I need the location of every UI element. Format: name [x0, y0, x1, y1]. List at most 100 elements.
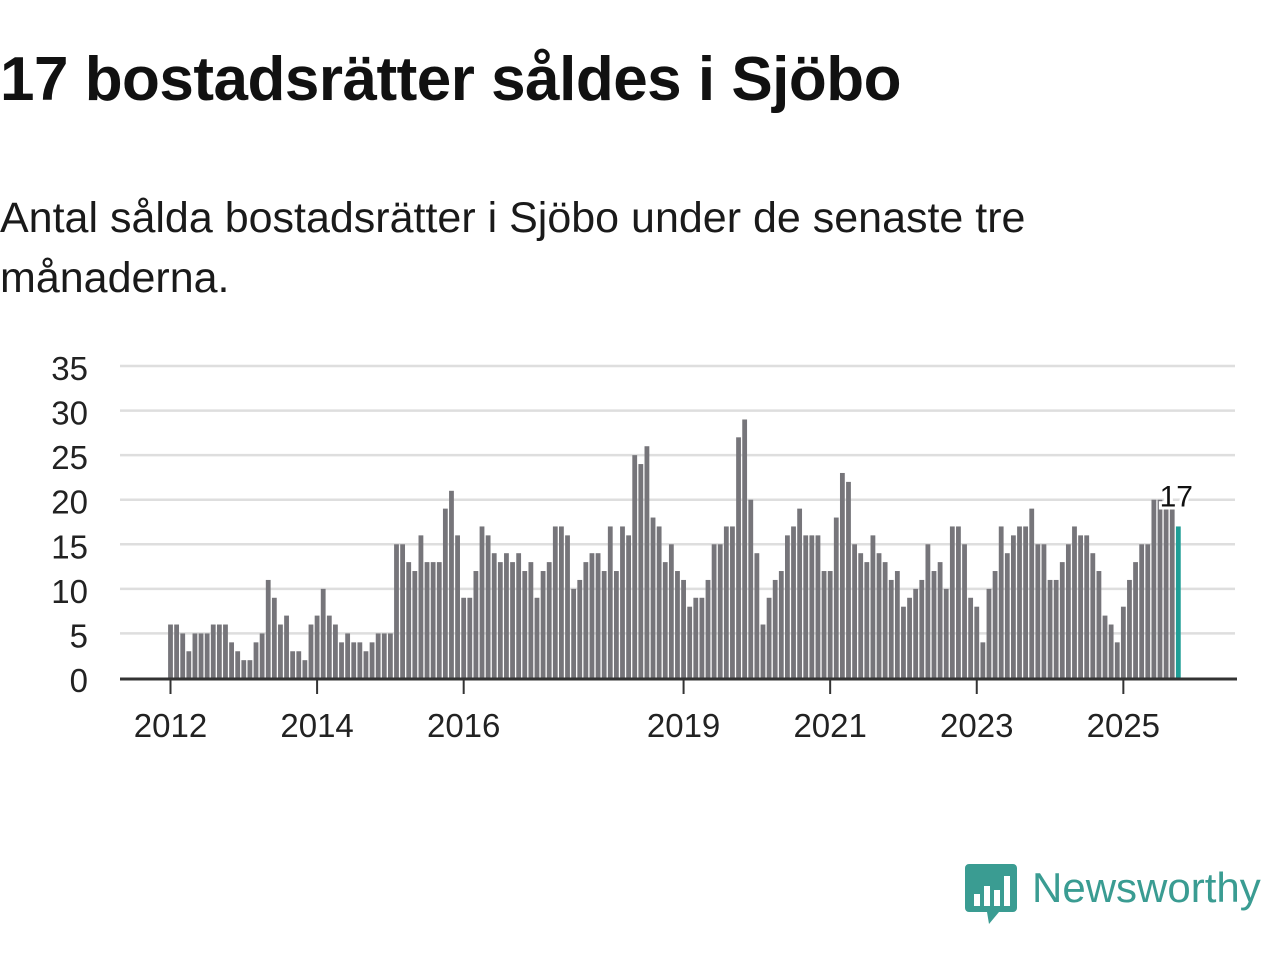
bar	[1096, 571, 1102, 678]
y-tick-label: 0	[70, 662, 88, 699]
bar	[241, 660, 247, 678]
bar	[791, 526, 796, 678]
bar	[998, 526, 1004, 678]
bar	[290, 651, 296, 678]
bar	[412, 571, 418, 678]
bar	[1133, 562, 1138, 678]
bar	[882, 562, 888, 678]
bar	[351, 642, 357, 678]
bar	[730, 526, 735, 678]
bar	[259, 633, 265, 678]
bar	[742, 419, 748, 678]
bar	[455, 535, 460, 678]
bar	[394, 544, 399, 678]
bar	[504, 553, 509, 678]
bar	[852, 544, 857, 678]
bar	[339, 642, 344, 678]
y-tick-label: 30	[51, 395, 88, 432]
bar	[785, 535, 790, 678]
bar	[491, 553, 497, 678]
bar	[314, 615, 320, 678]
bars	[168, 419, 1181, 678]
bar	[760, 624, 766, 678]
bar	[589, 553, 595, 678]
bar	[601, 571, 607, 678]
bar	[1035, 544, 1041, 678]
bar	[247, 660, 253, 678]
bar	[198, 633, 204, 678]
bar	[962, 544, 967, 678]
bar	[705, 579, 711, 678]
bar	[333, 624, 338, 678]
bar	[803, 535, 809, 678]
bar	[357, 642, 363, 678]
bar	[858, 553, 864, 678]
bar	[546, 562, 552, 678]
bar	[797, 508, 803, 678]
bar	[925, 544, 931, 678]
bar	[528, 562, 534, 678]
bar	[1139, 544, 1145, 678]
x-tick-label: 2023	[940, 707, 1013, 744]
bar	[308, 624, 314, 678]
bar	[1145, 544, 1151, 678]
x-axis-labels: 2012 2014 2016 2019 2021 2023 2025	[134, 707, 1160, 744]
bar	[894, 571, 900, 678]
y-tick-label: 20	[51, 484, 88, 521]
y-tick-label: 25	[51, 439, 88, 476]
bar	[210, 624, 216, 678]
bar	[1004, 553, 1010, 678]
bar	[815, 535, 821, 678]
x-tick-label: 2019	[647, 707, 720, 744]
x-tick-label: 2012	[134, 707, 207, 744]
bar	[809, 535, 815, 678]
grid-lines	[120, 364, 1235, 635]
bar	[271, 597, 277, 678]
bar	[1163, 508, 1169, 678]
bar	[650, 517, 656, 678]
bar	[223, 624, 228, 678]
bar	[430, 562, 436, 678]
bar	[956, 526, 961, 678]
bar	[1084, 535, 1090, 678]
bar	[522, 571, 528, 678]
bar	[901, 606, 906, 678]
bar	[736, 437, 741, 678]
bar	[968, 597, 974, 678]
bar	[381, 633, 387, 678]
bar	[571, 588, 577, 678]
x-tick-label: 2016	[427, 707, 500, 744]
bar	[1065, 544, 1071, 678]
bar	[216, 624, 222, 678]
bar	[278, 624, 283, 678]
newsworthy-logo-icon	[965, 864, 1017, 924]
bar	[436, 562, 442, 678]
bar	[723, 526, 729, 678]
bar	[1059, 562, 1065, 678]
bar	[644, 446, 650, 678]
y-axis-labels: 0 5 10 15 20 25 30 35	[51, 350, 88, 699]
bar	[418, 535, 424, 678]
bar	[369, 642, 375, 678]
bar	[229, 642, 234, 678]
bar	[577, 579, 583, 678]
bar	[1047, 579, 1053, 678]
bar	[888, 579, 894, 678]
x-tick-label: 2021	[793, 707, 866, 744]
bar	[424, 562, 430, 678]
bar	[1157, 499, 1163, 678]
bar	[748, 499, 754, 678]
bar	[931, 571, 937, 678]
bar	[400, 544, 406, 678]
bar	[1017, 526, 1022, 678]
bar	[607, 526, 613, 678]
newsworthy-logo[interactable]: Newsworthy	[962, 862, 1280, 932]
bar	[1011, 535, 1016, 678]
bar	[180, 633, 186, 678]
bar	[302, 660, 308, 678]
bar	[766, 597, 772, 678]
bar	[497, 562, 503, 678]
bar	[406, 562, 412, 678]
bar	[778, 571, 784, 678]
y-tick-label: 35	[51, 350, 88, 387]
